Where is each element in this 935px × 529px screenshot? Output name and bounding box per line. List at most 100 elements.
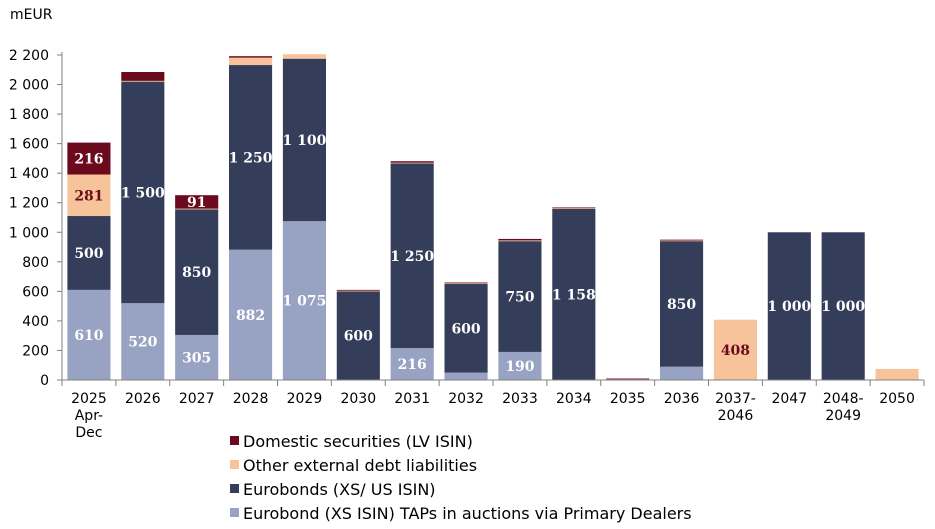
bar-segment: [282, 221, 326, 380]
y-tick-label: 400: [22, 314, 49, 330]
bar-segment: [606, 378, 650, 380]
x-tick-label: 2046: [718, 408, 754, 424]
bars: 610 500 281 216 520 1 500 305 850 91 882 1 250 1 07…: [67, 54, 919, 381]
y-tick-label: 0: [40, 373, 49, 389]
bar-segment: [390, 161, 434, 163]
bar-segment: [121, 80, 165, 82]
x-tick-label: 2028: [233, 391, 269, 407]
bar-segment: [282, 54, 326, 59]
bar-segment: [121, 303, 165, 380]
x-tick-label: 2027: [179, 391, 215, 407]
bar-segment: [336, 290, 380, 292]
bar-segment: [67, 289, 111, 380]
bar-segment: [121, 81, 165, 304]
data-label: 1 250: [229, 150, 273, 166]
data-label: 1 100: [283, 133, 327, 149]
data-label: 216: [398, 357, 427, 373]
bar-segment: [390, 163, 434, 349]
bar-segment: [444, 283, 488, 285]
y-tick-label: 1 400: [9, 166, 49, 182]
y-tick-label: 800: [22, 255, 49, 271]
bar-segment: [121, 71, 165, 81]
data-label: 216: [74, 152, 103, 168]
bar-segment: [175, 334, 219, 380]
data-label: 190: [505, 359, 534, 375]
bar-segment: [660, 240, 704, 242]
y-tick-label: 1 800: [9, 107, 49, 123]
bar-segment: [336, 291, 380, 380]
data-label: 91: [187, 195, 206, 211]
x-tick-label: 2050: [879, 391, 915, 407]
x-tick-label: 2037-: [715, 391, 756, 407]
legend-entry: Eurobond (XS ISIN) TAPs in auctions via …: [243, 504, 692, 523]
data-label: 1 250: [390, 249, 434, 265]
bar-segment: [660, 239, 704, 241]
y-axis: 0 200 400 600 800 1 000 1 200 1 400 1 600 1 800 2 …: [9, 48, 63, 389]
legend-swatch: [230, 460, 239, 469]
data-label: 750: [505, 290, 534, 306]
x-tick-label: Apr-: [75, 408, 103, 424]
bar-segment: [67, 142, 111, 175]
bar-segment: [767, 232, 811, 380]
data-label: 600: [451, 321, 480, 337]
data-label: 610: [74, 328, 103, 344]
bar-segment: [660, 241, 704, 367]
bar-segment: [282, 58, 326, 222]
bar-segment: [660, 366, 704, 380]
bar-segment: [875, 368, 919, 380]
data-label: 850: [667, 297, 696, 313]
data-label: 305: [182, 350, 211, 366]
y-tick-label: 2 200: [9, 48, 49, 64]
x-tick-label: 2026: [125, 391, 161, 407]
legend-entry: Eurobonds (XS/ US ISIN): [243, 480, 436, 499]
x-tick-label: Dec: [75, 425, 102, 441]
unit-label: mEUR: [10, 7, 53, 23]
x-tick-label: 2035: [610, 391, 646, 407]
legend-swatch: [230, 508, 239, 517]
legend-entry: Domestic securities (LV ISIN): [243, 432, 473, 451]
bar-segment: [67, 216, 111, 290]
bar-segment: [336, 289, 380, 291]
bar-segment: [175, 195, 219, 209]
legend-entry: Other external debt liabilities: [243, 456, 477, 475]
data-label: 1 075: [283, 294, 327, 310]
bar-segment: [444, 283, 488, 373]
y-tick-label: 1 600: [9, 137, 49, 153]
x-tick-label: 2034: [556, 391, 592, 407]
data-label: 520: [128, 335, 157, 351]
legend-swatch: [230, 484, 239, 493]
bar-segment: [821, 232, 865, 380]
bar-segment: [552, 208, 596, 209]
bar-segment: [444, 282, 488, 284]
y-tick-label: 200: [22, 343, 49, 359]
data-label: 1 158: [552, 287, 596, 303]
y-tick-label: 2 000: [9, 78, 49, 94]
bar-segment: [67, 174, 111, 217]
x-tick-label: 2030: [340, 391, 376, 407]
data-label: 1 500: [121, 185, 165, 201]
data-label: 1 000: [767, 299, 811, 315]
data-label: 281: [74, 188, 103, 204]
x-tick-label: 2033: [502, 391, 538, 407]
bar-segment: [229, 56, 273, 58]
bar-segment: [498, 238, 542, 241]
bar-segment: [552, 208, 596, 380]
bar-segment: [498, 241, 542, 352]
bar-segment: [175, 209, 219, 335]
x-tick-label: 2047: [771, 391, 807, 407]
data-label: 408: [721, 343, 750, 359]
y-tick-label: 1 000: [9, 225, 49, 241]
legend: Domestic securities (LV ISIN) Other exter…: [230, 432, 692, 523]
x-tick-label: 2048-: [823, 391, 864, 407]
data-label: 1 000: [821, 299, 865, 315]
legend-swatch: [230, 436, 239, 445]
data-label: 600: [344, 329, 373, 345]
bar-segment: [713, 319, 757, 380]
x-tick-label: 2049: [825, 408, 861, 424]
bar-segment: [498, 351, 542, 380]
bar-segment: [229, 249, 273, 380]
data-label: 500: [74, 246, 103, 262]
bar-segment: [444, 372, 488, 380]
